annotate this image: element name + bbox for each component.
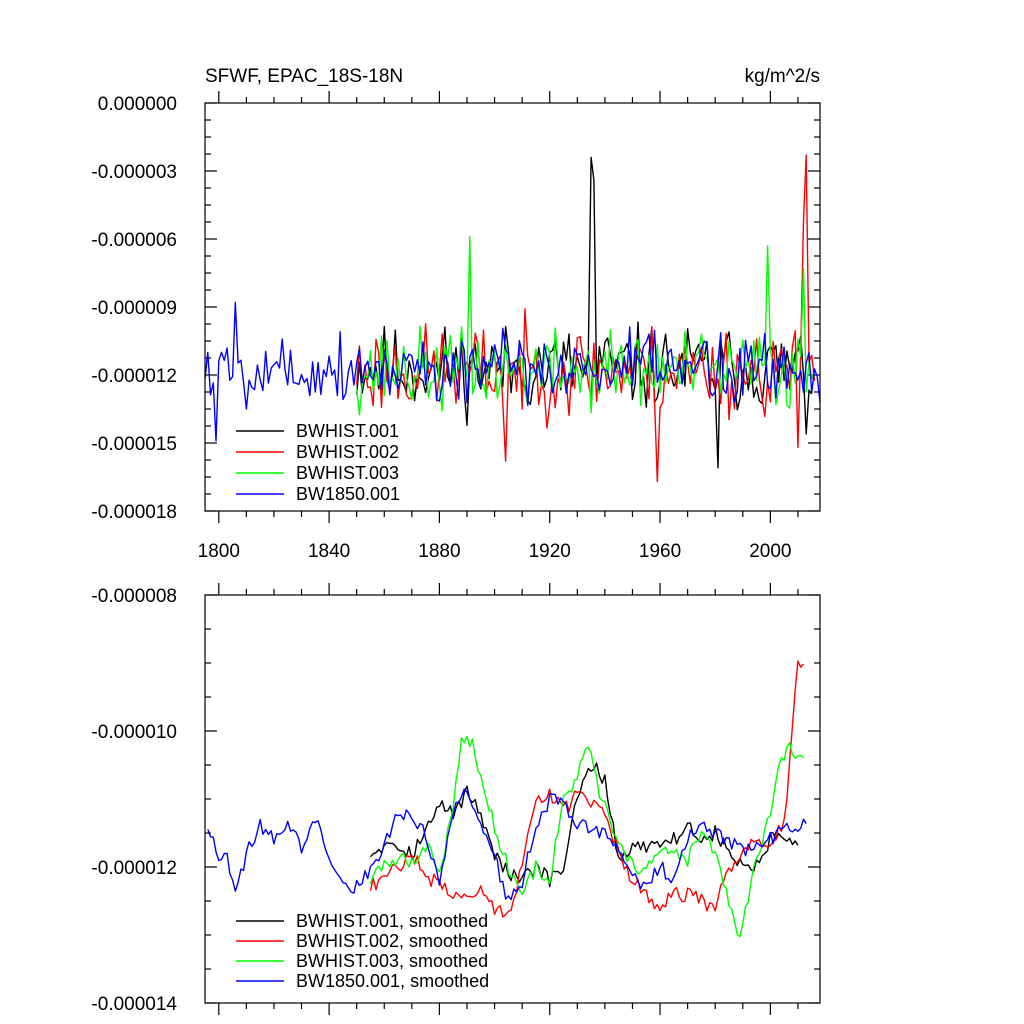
bottom-y-tick-label: -0.000014 bbox=[91, 994, 177, 1015]
top-y-tick-label: -0.000006 bbox=[91, 230, 177, 251]
bottom-legend-label: BW1850.001, smoothed bbox=[296, 971, 489, 991]
bottom-y-tick-label: -0.000010 bbox=[91, 722, 177, 743]
top-legend-label: BWHIST.002 bbox=[296, 442, 399, 462]
top-title-left: SFWF, EPAC_18S-18N bbox=[205, 66, 403, 87]
top-panel: SFWF, EPAC_18S-18N kg/m^2/s 0.000000 -0.0… bbox=[91, 66, 821, 562]
bottom-legend-label: BWHIST.003, smoothed bbox=[296, 951, 488, 971]
top-y-tick-label: -0.000015 bbox=[91, 434, 177, 455]
bottom-series-line-2 bbox=[369, 660, 805, 918]
top-legend-label: BWHIST.003 bbox=[296, 463, 399, 483]
top-legend-label: BW1850.001 bbox=[296, 484, 400, 504]
top-plot-frame bbox=[204, 102, 821, 512]
bottom-panel: -0.000008 -0.000010 -0.000012 -0.000014 BWH… bbox=[91, 583, 821, 1015]
top-y-tick-label: -0.000012 bbox=[91, 366, 177, 387]
top-x-tick-label: 1880 bbox=[418, 541, 460, 562]
top-series-line-1 bbox=[356, 156, 813, 469]
top-x-tick-label: 1800 bbox=[198, 541, 240, 562]
top-y-tick-label: 0.000000 bbox=[98, 94, 177, 115]
top-y-tick-label: -0.000018 bbox=[91, 502, 177, 523]
top-x-tick-label: 2000 bbox=[749, 541, 791, 562]
top-legend-label: BWHIST.001 bbox=[296, 421, 399, 441]
bottom-series-line-4 bbox=[207, 788, 807, 901]
top-x-tick-label: 1840 bbox=[308, 541, 350, 562]
bottom-series-line-1 bbox=[369, 762, 799, 888]
top-y-tick-label: -0.000009 bbox=[91, 298, 177, 319]
top-x-tick-label: 1920 bbox=[529, 541, 571, 562]
bottom-series-line-3 bbox=[369, 735, 804, 938]
top-series-line-2 bbox=[356, 154, 816, 483]
bottom-y-tick-label: -0.000012 bbox=[91, 858, 177, 879]
top-title-right: kg/m^2/s bbox=[745, 66, 820, 87]
top-series-line-4 bbox=[204, 301, 821, 442]
bottom-legend-label: BWHIST.001, smoothed bbox=[296, 911, 488, 931]
bottom-y-tick-label: -0.000008 bbox=[91, 586, 177, 607]
bottom-legend-label: BWHIST.002, smoothed bbox=[296, 931, 488, 951]
top-y-tick-label: -0.000003 bbox=[91, 162, 177, 183]
bottom-plot-frame bbox=[204, 594, 821, 1004]
top-x-tick-label: 1960 bbox=[639, 541, 681, 562]
